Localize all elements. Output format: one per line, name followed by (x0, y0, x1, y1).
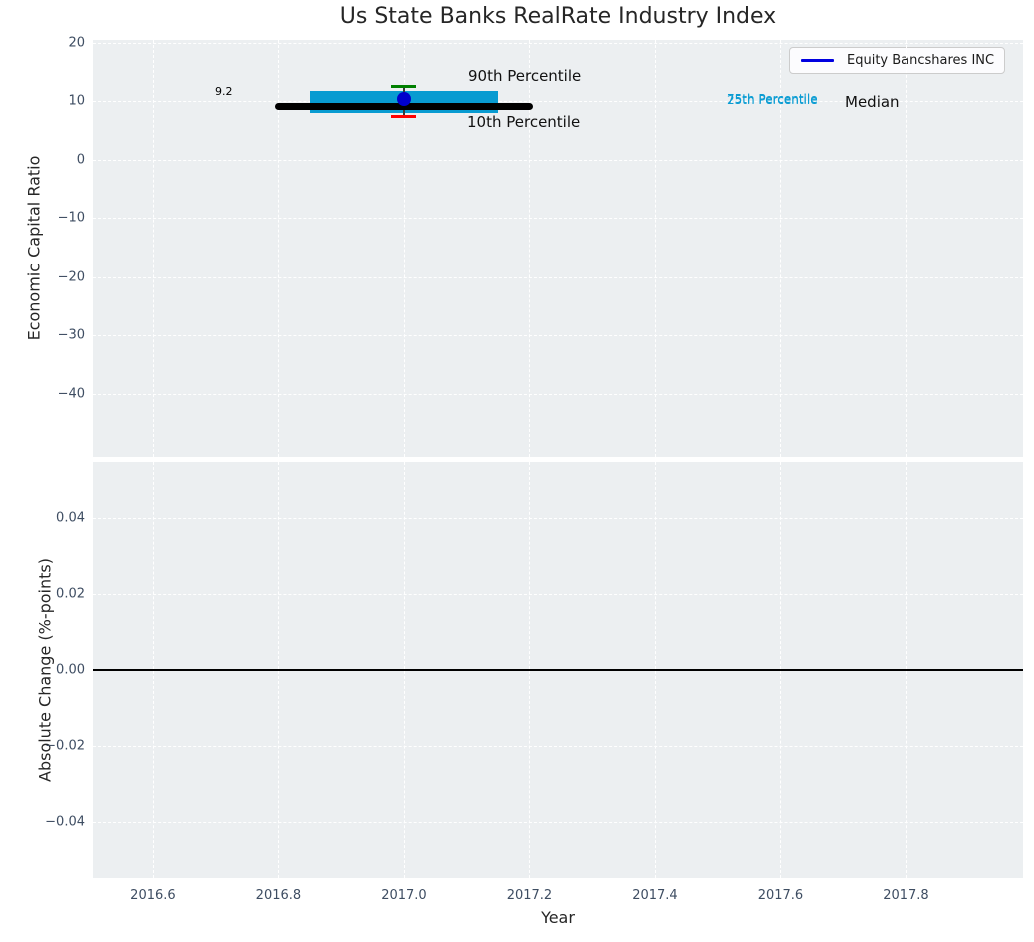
gridline (403, 40, 405, 457)
y-tick-label: −0.04 (45, 814, 85, 830)
p90-cap (391, 85, 417, 89)
gridline (93, 159, 1023, 161)
y-tick-label: 0 (76, 152, 85, 168)
y-tick-label: −30 (57, 327, 85, 343)
y-tick-label: 10 (68, 93, 85, 109)
gridline (93, 42, 1023, 44)
x-tick-label: 2017.2 (506, 888, 553, 903)
p10-cap (391, 114, 417, 118)
x-axis-label: Year (541, 908, 575, 927)
y-tick-label: 0.02 (56, 586, 85, 602)
gridline (152, 40, 154, 457)
gridline (93, 218, 1023, 220)
gridline (780, 40, 782, 457)
y-tick-label: −10 (57, 210, 85, 226)
gridline (93, 101, 1023, 103)
gridline (93, 593, 1023, 595)
chart-title: Us State Banks RealRate Industry Index (339, 4, 777, 29)
y-tick-label: −20 (57, 269, 85, 285)
median-line (274, 102, 533, 110)
company-data-point (396, 92, 411, 107)
gridline (654, 40, 656, 457)
y-axis-label-top: Economic Capital Ratio (24, 155, 44, 341)
plot-area-absolute-change (93, 462, 1023, 878)
plot-area-economic-capital-ratio: Equity Bancshares INC 9.2 90th Percentile… (93, 40, 1023, 457)
x-tick-label: 2017.6 (757, 888, 804, 903)
annotation-90th-percentile: 90th Percentile (468, 67, 582, 85)
gridline (905, 40, 907, 457)
annotation-10th-percentile: 10th Percentile (467, 113, 581, 131)
gridline (93, 821, 1023, 823)
x-tick-label: 2017.0 (381, 888, 427, 903)
gridline (93, 393, 1023, 395)
y-tick-label: −0.02 (45, 738, 85, 754)
y-tick-label: 0.04 (56, 510, 85, 526)
legend: Equity Bancshares INC (789, 47, 1006, 74)
annotation-9-2: 9.2 (215, 85, 233, 98)
y-tick-label: −40 (57, 386, 85, 402)
gridline (93, 276, 1023, 278)
annotation-75th-percentile: 75th Percentile (727, 92, 818, 106)
legend-label: Equity Bancshares INC (847, 53, 995, 68)
x-tick-label: 2017.8 (883, 888, 929, 903)
gridline (93, 745, 1023, 747)
gridline (93, 517, 1023, 519)
legend-line-icon (801, 59, 834, 62)
x-tick-label: 2017.4 (632, 888, 678, 903)
zero-line (93, 668, 1023, 671)
gridline (529, 40, 531, 457)
x-tick-label: 2016.8 (255, 888, 302, 903)
y-tick-label: 0.00 (56, 662, 85, 678)
gridline (93, 335, 1023, 337)
y-tick-label: 20 (68, 35, 85, 51)
gridline (278, 40, 280, 457)
annotation-median: Median (845, 93, 900, 111)
annotation-25th-percentile: 25th Percentile (727, 93, 818, 107)
x-tick-label: 2016.6 (130, 888, 176, 903)
